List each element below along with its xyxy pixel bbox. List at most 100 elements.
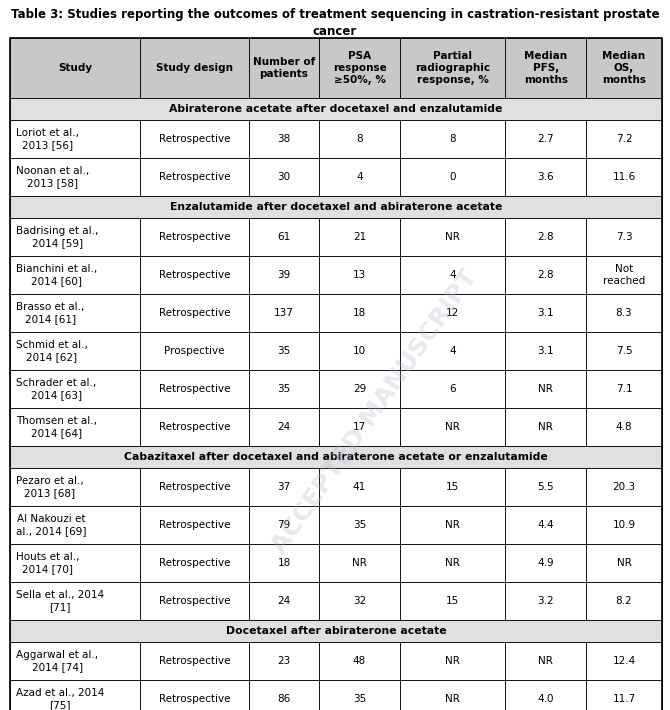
Bar bbox=[586, 120, 662, 158]
Bar bbox=[586, 680, 662, 710]
Bar bbox=[140, 582, 249, 620]
Bar bbox=[140, 642, 249, 680]
Bar bbox=[319, 218, 400, 256]
Text: 32: 32 bbox=[353, 596, 366, 606]
Bar bbox=[10, 582, 140, 620]
Bar bbox=[319, 468, 400, 506]
Text: 7.1: 7.1 bbox=[616, 384, 632, 394]
Bar bbox=[10, 468, 140, 506]
Bar bbox=[140, 468, 249, 506]
Text: 18: 18 bbox=[277, 558, 291, 568]
Bar bbox=[249, 120, 319, 158]
Bar bbox=[319, 642, 400, 680]
Text: Retrospective: Retrospective bbox=[159, 482, 230, 492]
Bar bbox=[505, 38, 586, 98]
Text: NR: NR bbox=[445, 422, 460, 432]
Text: PSA
response
≥50%, %: PSA response ≥50%, % bbox=[333, 51, 387, 85]
Text: 3.6: 3.6 bbox=[537, 172, 554, 182]
Text: 8: 8 bbox=[356, 134, 363, 144]
Text: Docetaxel after abiraterone acetate: Docetaxel after abiraterone acetate bbox=[226, 626, 446, 636]
Bar bbox=[319, 408, 400, 446]
Text: 10: 10 bbox=[353, 346, 366, 356]
Text: Not
reached: Not reached bbox=[603, 264, 645, 286]
Bar bbox=[586, 218, 662, 256]
Bar bbox=[400, 408, 505, 446]
Text: NR: NR bbox=[538, 656, 553, 666]
Bar bbox=[505, 38, 586, 98]
Bar bbox=[249, 370, 319, 408]
Bar bbox=[10, 620, 662, 642]
Text: 11.6: 11.6 bbox=[612, 172, 636, 182]
Bar bbox=[505, 120, 586, 158]
Bar bbox=[505, 294, 586, 332]
Bar bbox=[249, 506, 319, 544]
Bar bbox=[10, 98, 662, 120]
Bar bbox=[140, 218, 249, 256]
Text: Sella et al., 2014
[71]: Sella et al., 2014 [71] bbox=[16, 590, 104, 612]
Bar bbox=[586, 642, 662, 680]
Text: 23: 23 bbox=[277, 656, 291, 666]
Bar bbox=[10, 680, 140, 710]
Bar bbox=[400, 582, 505, 620]
Bar bbox=[319, 468, 400, 506]
Bar bbox=[10, 370, 140, 408]
Bar bbox=[505, 642, 586, 680]
Text: 3.1: 3.1 bbox=[537, 346, 554, 356]
Bar bbox=[249, 642, 319, 680]
Text: 4.0: 4.0 bbox=[537, 694, 554, 704]
Text: Study design: Study design bbox=[156, 63, 233, 73]
Bar bbox=[10, 196, 662, 218]
Bar bbox=[505, 468, 586, 506]
Text: Retrospective: Retrospective bbox=[159, 384, 230, 394]
Bar bbox=[319, 582, 400, 620]
Text: 0: 0 bbox=[450, 172, 456, 182]
Bar bbox=[249, 408, 319, 446]
Text: Table 3: Studies reporting the outcomes of treatment sequencing in castration-re: Table 3: Studies reporting the outcomes … bbox=[11, 8, 659, 38]
Text: 4.4: 4.4 bbox=[537, 520, 554, 530]
Bar bbox=[249, 332, 319, 370]
Bar bbox=[140, 408, 249, 446]
Bar bbox=[249, 506, 319, 544]
Bar bbox=[400, 294, 505, 332]
Text: 2.8: 2.8 bbox=[537, 232, 554, 242]
Bar bbox=[10, 294, 140, 332]
Bar bbox=[505, 120, 586, 158]
Text: Schrader et al.,
2014 [63]: Schrader et al., 2014 [63] bbox=[16, 378, 96, 400]
Bar bbox=[319, 506, 400, 544]
Text: NR: NR bbox=[538, 384, 553, 394]
Bar bbox=[10, 544, 140, 582]
Bar bbox=[140, 408, 249, 446]
Bar bbox=[400, 158, 505, 196]
Text: 79: 79 bbox=[277, 520, 291, 530]
Text: Pezaro et al.,
2013 [68]: Pezaro et al., 2013 [68] bbox=[16, 476, 84, 498]
Text: NR: NR bbox=[445, 520, 460, 530]
Text: Bianchini et al.,
2014 [60]: Bianchini et al., 2014 [60] bbox=[16, 264, 97, 286]
Bar bbox=[10, 218, 140, 256]
Bar bbox=[586, 218, 662, 256]
Text: Aggarwal et al.,
2014 [74]: Aggarwal et al., 2014 [74] bbox=[16, 650, 98, 672]
Bar bbox=[140, 256, 249, 294]
Text: Retrospective: Retrospective bbox=[159, 308, 230, 318]
Bar bbox=[319, 158, 400, 196]
Text: 4: 4 bbox=[450, 346, 456, 356]
Bar bbox=[10, 408, 140, 446]
Bar bbox=[10, 158, 140, 196]
Bar bbox=[249, 294, 319, 332]
Bar bbox=[400, 158, 505, 196]
Bar bbox=[249, 294, 319, 332]
Bar bbox=[505, 408, 586, 446]
Bar bbox=[400, 370, 505, 408]
Text: Enzalutamide after docetaxel and abiraterone acetate: Enzalutamide after docetaxel and abirate… bbox=[170, 202, 502, 212]
Bar bbox=[400, 218, 505, 256]
Text: Schmid et al.,
2014 [62]: Schmid et al., 2014 [62] bbox=[16, 340, 88, 362]
Text: Houts et al.,
2014 [70]: Houts et al., 2014 [70] bbox=[16, 552, 80, 574]
Text: 61: 61 bbox=[277, 232, 291, 242]
Bar bbox=[400, 120, 505, 158]
Text: Badrising et al.,
2014 [59]: Badrising et al., 2014 [59] bbox=[16, 226, 98, 248]
Bar bbox=[505, 370, 586, 408]
Bar bbox=[505, 544, 586, 582]
Bar bbox=[140, 294, 249, 332]
Bar bbox=[319, 680, 400, 710]
Bar bbox=[249, 582, 319, 620]
Text: Thomsen et al.,
2014 [64]: Thomsen et al., 2014 [64] bbox=[16, 416, 97, 438]
